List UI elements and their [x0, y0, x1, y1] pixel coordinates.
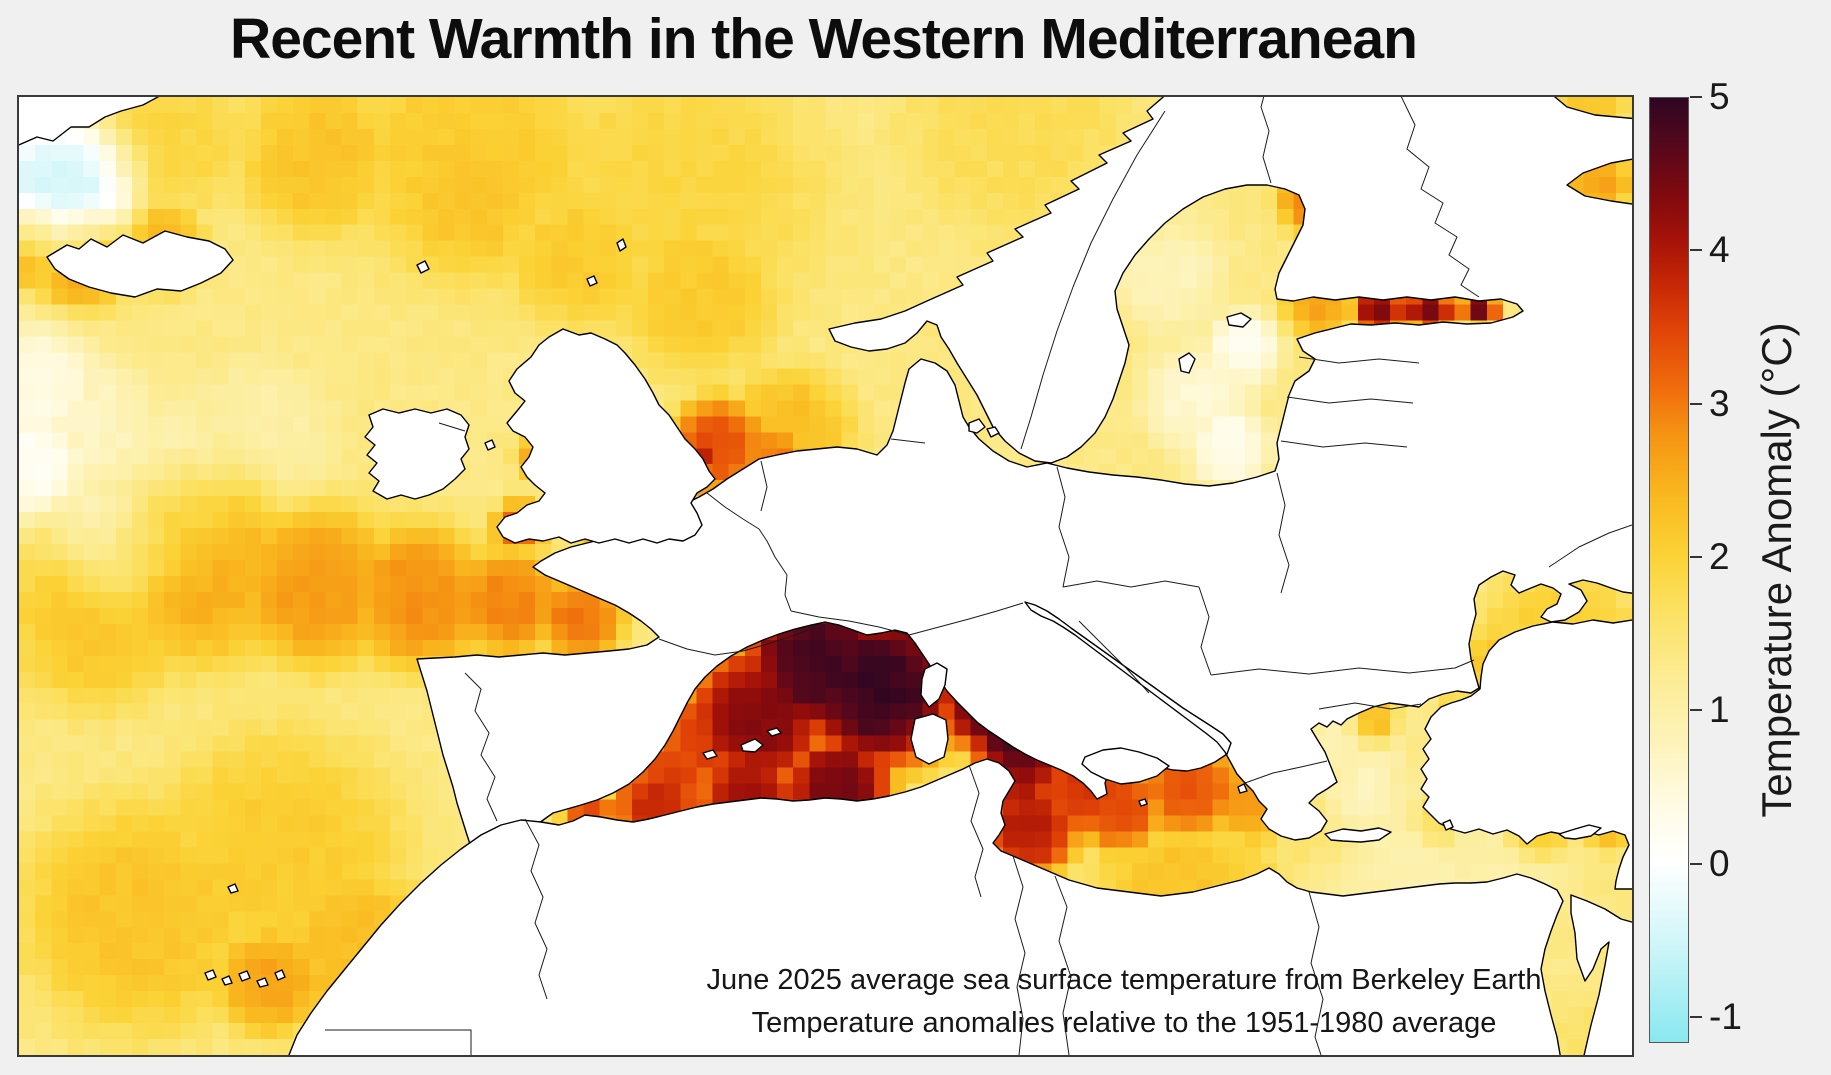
border-germany-denmark: [890, 438, 926, 444]
border-finland-russia: [1400, 97, 1480, 298]
island-menorca: [766, 727, 782, 737]
border-latvia-lithuania: [1286, 396, 1414, 404]
colorbar-tick-label: 4: [1709, 229, 1730, 271]
colorbar-tick: [1690, 96, 1702, 98]
border-algeria-libya: [1054, 875, 1072, 1055]
caption-line-2: Temperature anomalies relative to the 19…: [751, 1007, 1497, 1039]
chart-title: Recent Warmth in the Western Mediterrane…: [230, 7, 1418, 71]
border-greece-turkey: [1318, 702, 1422, 710]
islands-canary: [204, 969, 286, 988]
colorbar-tick-label: 3: [1709, 382, 1730, 424]
colorbar-tick: [1690, 862, 1702, 865]
island-madeira: [227, 883, 239, 894]
island-corsica: [920, 662, 948, 708]
island-mallorca: [740, 738, 764, 753]
island-faroe: [416, 260, 430, 274]
island-rhodes: [1442, 819, 1454, 831]
island-shetland: [616, 238, 627, 252]
colorbar-tick: [1690, 402, 1702, 405]
island-cyprus: [1558, 824, 1602, 840]
colorbar: 5 4 3 2 1 0 -1 Temperature Anomaly (°C): [1649, 76, 1831, 1043]
land-ireland: [364, 408, 470, 500]
border-hungary-romania: [1198, 586, 1212, 676]
land-great-britain: [496, 328, 716, 544]
island-zealand: [968, 418, 986, 434]
border-france-germany: [706, 492, 792, 612]
land-africa: [288, 758, 1564, 1055]
island-isle-of-man: [484, 439, 496, 451]
colorbar-tick-label: 2: [1709, 535, 1730, 577]
border-libya-egypt: [1308, 891, 1324, 1055]
map-panel: June 2025 average sea surface temperatur…: [17, 95, 1634, 1057]
island-corfu: [1237, 783, 1248, 794]
border-norway-sweden: [1020, 110, 1166, 450]
border-ireland-uk: [438, 422, 466, 432]
border-ukraine-russia: [1548, 524, 1632, 568]
colorbar-gradient: [1649, 97, 1689, 1043]
land-greenland: [19, 97, 160, 146]
border-morocco-algeria: [524, 818, 548, 1000]
colorbar-tick: [1690, 709, 1702, 712]
border-spain-france: [658, 626, 816, 656]
border-alps: [790, 602, 1024, 636]
land-sinai-arabia: [1570, 894, 1632, 1055]
island-orkney: [586, 275, 598, 287]
colorbar-tick-label: 0: [1709, 842, 1730, 884]
border-algeria-tunisia: [968, 764, 984, 898]
colorbar-tick-label: 5: [1709, 76, 1730, 117]
island-sardinia: [910, 713, 949, 765]
border-portugal-spain: [464, 672, 498, 822]
colorbar-tick-label: -1: [1709, 995, 1742, 1037]
border-albania-greece: [1244, 760, 1328, 784]
caption-line-1: June 2025 average sea surface temperatur…: [706, 964, 1542, 996]
border-netherlands-germany: [760, 460, 768, 512]
border-balkans: [1078, 620, 1150, 694]
colorbar-tick: [1690, 555, 1702, 558]
island-sicily: [1081, 747, 1170, 785]
land-iceland: [46, 230, 234, 298]
island-ibiza: [702, 749, 718, 760]
land-eurasia: [416, 97, 1632, 848]
colorbar-tick-label: 1: [1709, 689, 1730, 731]
island-malta: [1138, 798, 1148, 807]
border-germany-poland: [1056, 466, 1070, 588]
border-estonia-latvia: [1298, 356, 1420, 364]
land-turkey-levant: [1420, 619, 1632, 890]
colorbar-tick: [1690, 249, 1702, 252]
border-tunisia-libya: [1012, 855, 1026, 1055]
coastline-overlay: [19, 97, 1632, 1055]
island-gotland: [1178, 352, 1196, 374]
island-saaremaa: [1226, 312, 1252, 328]
colorbar-axis-label: Temperature Anomaly (°C): [1753, 322, 1800, 818]
island-crete: [1324, 827, 1392, 843]
island-funen: [986, 426, 1000, 438]
map-caption: June 2025 average sea surface temperatur…: [639, 959, 1609, 1045]
border-sweden-finland: [1260, 97, 1272, 184]
border-lithuania-belarus: [1280, 440, 1408, 448]
border-poland-east: [1276, 472, 1290, 594]
border-western-sahara: [325, 1029, 472, 1055]
colorbar-tick: [1690, 1015, 1702, 1018]
border-central-europe: [1062, 580, 1200, 588]
border-danube-bulgaria: [1210, 659, 1475, 676]
